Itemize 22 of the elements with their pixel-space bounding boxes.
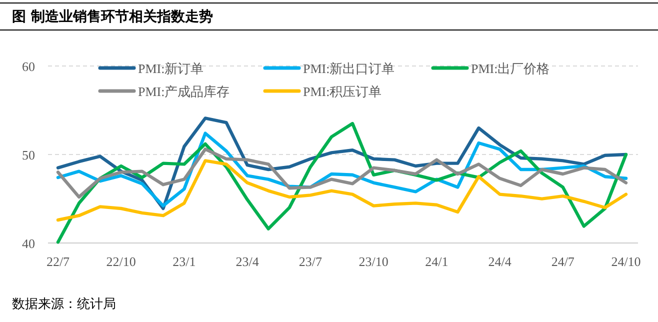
x-tick-label: 24/10 <box>611 254 641 269</box>
y-tick-label: 40 <box>22 236 35 251</box>
source-note: 数据来源：统计局 <box>12 297 116 312</box>
x-tick-label: 22/10 <box>106 254 136 269</box>
x-tick-label: 23/4 <box>236 254 260 269</box>
line-series <box>56 148 628 199</box>
x-tick-label: 23/10 <box>358 254 388 269</box>
legend-label: PMI:新出口订单 <box>303 61 395 76</box>
line-series <box>56 159 628 222</box>
y-tick-label: 60 <box>22 59 35 74</box>
x-tick-label: 24/1 <box>425 254 448 269</box>
legend-label: PMI:新订单 <box>138 61 204 76</box>
x-tick-label: 23/7 <box>298 254 322 269</box>
x-tick-label: 23/1 <box>172 254 196 269</box>
y-tick-label: 50 <box>22 148 35 162</box>
legend-label: PMI:积压订单 <box>303 84 382 99</box>
chart-title: 图 制造业销售环节相关指数走势 <box>12 8 213 25</box>
x-tick-label: 24/7 <box>551 254 575 269</box>
x-tick-label: 22/7 <box>46 254 70 269</box>
legend-label: PMI:出厂价格 <box>471 61 550 76</box>
x-tick-label: 24/4 <box>488 254 512 269</box>
legend-label: PMI:产成品库存 <box>138 84 230 99</box>
